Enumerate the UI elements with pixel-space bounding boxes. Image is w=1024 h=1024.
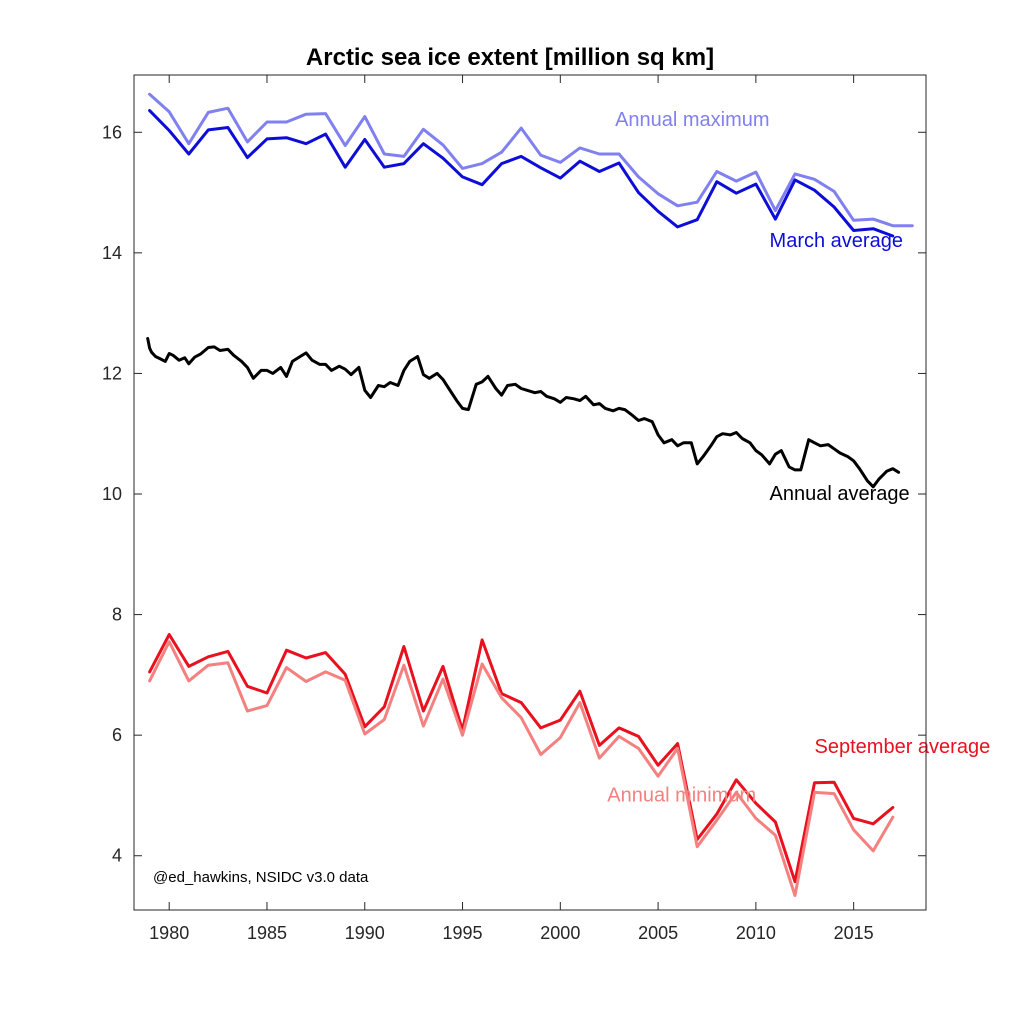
x-tick-label: 1985 — [247, 923, 287, 943]
y-tick-label: 16 — [102, 122, 122, 142]
y-tick-label: 12 — [102, 363, 122, 383]
y-tick-label: 6 — [112, 725, 122, 745]
annotation-group: Annual maximum March average Annual averag… — [607, 109, 990, 806]
y-axis: 4 6 8 10 12 14 16 — [102, 122, 926, 866]
credit-text: @ed_hawkins, NSIDC v3.0 data — [153, 869, 369, 886]
series-label-september-average: September average — [815, 736, 991, 758]
plot-area — [133, 74, 927, 911]
y-tick-label: 8 — [112, 605, 122, 625]
x-tick-label: 1980 — [149, 923, 189, 943]
y-tick-label: 4 — [112, 846, 122, 866]
series-line-march-average — [148, 109, 895, 238]
x-axis: 1980 1985 1990 1995 2000 2005 2010 2015 — [149, 75, 874, 943]
series-line-annual-average — [146, 337, 901, 489]
series-line-annual-minimum — [148, 640, 895, 897]
y-tick-label: 10 — [102, 484, 122, 504]
chart-title: Arctic sea ice extent [million sq km] — [306, 44, 714, 71]
series-group — [146, 92, 914, 897]
x-tick-label: 1990 — [345, 923, 385, 943]
series-line-september-average — [148, 633, 895, 884]
x-tick-label: 1995 — [443, 923, 483, 943]
series-label-annual-maximum: Annual maximum — [615, 109, 770, 131]
series-line-annual-maximum — [148, 92, 914, 228]
series-label-annual-minimum: Annual minimum — [607, 784, 756, 806]
series-label-march-average: March average — [770, 230, 903, 252]
y-tick-label: 14 — [102, 243, 122, 263]
x-tick-label: 2000 — [540, 923, 580, 943]
x-tick-label: 2015 — [834, 923, 874, 943]
series-label-annual-average: Annual average — [770, 483, 910, 505]
x-tick-label: 2010 — [736, 923, 776, 943]
x-tick-label: 2005 — [638, 923, 678, 943]
